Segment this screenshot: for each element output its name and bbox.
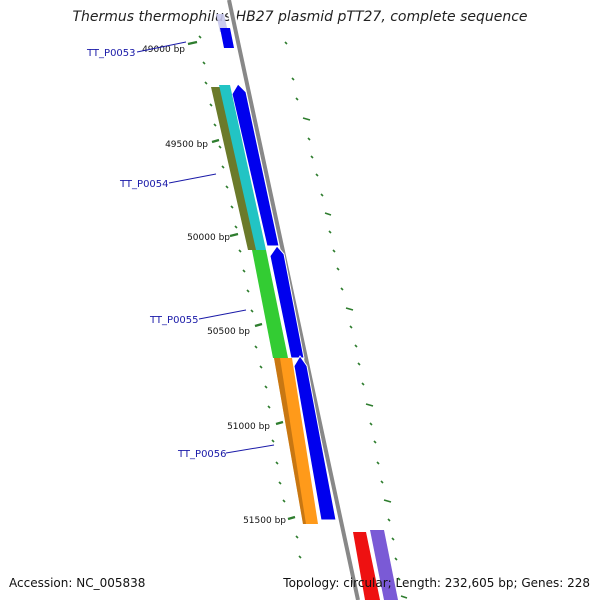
gene-features [211,85,398,600]
orf-arrow-1[interactable] [231,83,280,247]
bp-tick-label: 51000 bp [227,422,270,432]
bp-tick-label: 50500 bp [207,327,250,337]
gene-label[interactable]: TT_P0056 [177,449,227,460]
gene-leader-lines [136,41,275,454]
orf-arrow-2[interactable] [269,245,305,359]
gene-feature-top[interactable] [216,14,228,32]
orf-strand-track [220,28,337,521]
gene-label[interactable]: TT_P0054 [119,179,169,190]
orf-arrow-top[interactable] [220,28,234,48]
gene-bar-TT_P0056-shade [274,358,306,524]
bp-tick-labels: 49000 bp 49500 bp 50000 bp 50500 bp 5100… [142,45,286,526]
bp-tick-label: 50000 bp [187,233,230,243]
bp-tick-label: 51500 bp [243,516,286,526]
gene-bar-red[interactable] [353,532,380,600]
backbone [225,0,362,600]
orf-arrow-3[interactable] [293,355,337,521]
outer-dash-track [284,41,408,599]
accession-text: Accession: NC_005838 [9,576,146,590]
gene-label[interactable]: TT_P0053 [86,48,136,59]
bp-tick-label: 49000 bp [142,45,185,55]
inner-dash-track [198,35,302,559]
gene-labels: TT_P0053 TT_P0054 TT_P0055 TT_P0056 [86,48,227,460]
bp-tick-label: 49500 bp [165,140,208,150]
gene-bar-TT_P0054-cyan[interactable] [219,85,266,250]
gene-bar-TT_P0055[interactable] [252,250,288,358]
gene-bar-TT_P0054-olive[interactable] [211,87,258,250]
map-title: Thermus thermophilus HB27 plasmid pTT27,… [72,9,528,25]
gene-bar-purple[interactable] [370,530,398,600]
genome-summary-text: Topology: circular; Length: 232,605 bp; … [283,576,590,590]
position-ticks [187,40,296,521]
gene-label[interactable]: TT_P0055 [149,315,199,326]
